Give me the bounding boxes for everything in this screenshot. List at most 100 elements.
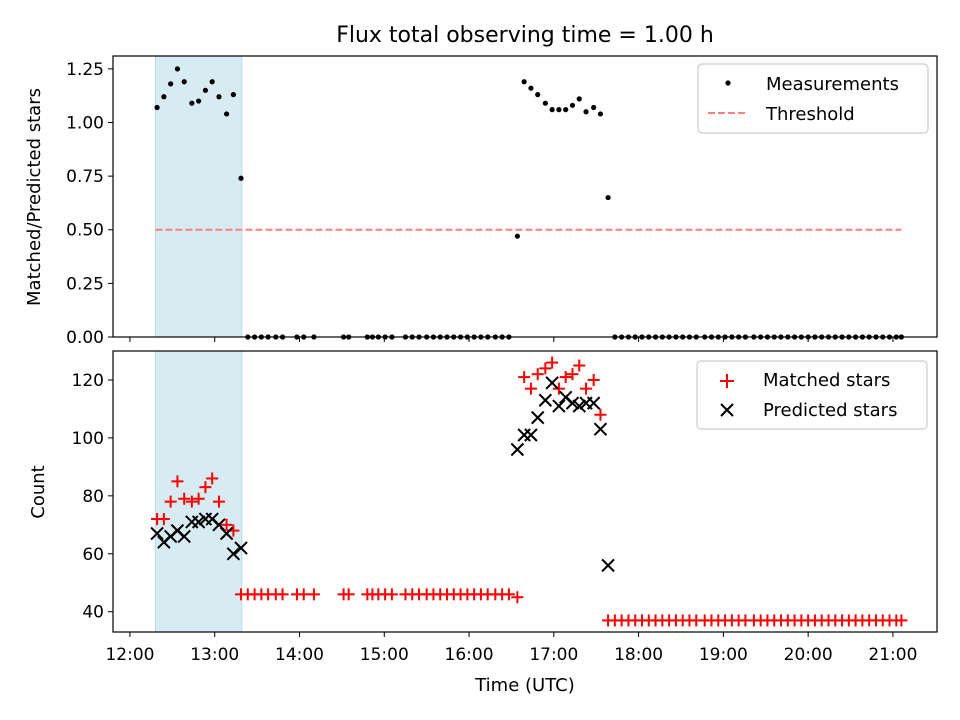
- y-tick-label: 80: [82, 487, 104, 507]
- measurement-point: [549, 107, 555, 113]
- predicted-stars-point: [191, 515, 206, 529]
- measurement-point: [168, 81, 174, 87]
- matched-stars-point: [164, 495, 177, 508]
- measurement-point: [542, 100, 548, 106]
- matched-stars-point: [157, 513, 170, 526]
- predicted-stars-point: [572, 399, 586, 413]
- measurement-point: [223, 111, 230, 117]
- x-tick-label: 20:00: [784, 645, 833, 665]
- top-y-axis-label: Matched/Predicted stars: [24, 88, 45, 306]
- x-tick-label: 18:00: [614, 645, 663, 665]
- top-legend-box: [697, 63, 929, 134]
- matched-stars-point: [587, 373, 600, 386]
- top-legend: Measurements Threshold: [697, 63, 929, 134]
- y-tick-label: 40: [82, 603, 104, 623]
- top-shaded-span: [154, 55, 243, 338]
- y-tick-label: 120: [72, 371, 104, 391]
- matched-stars-point: [212, 495, 225, 508]
- measurement-point: [563, 107, 569, 113]
- bottom-marks: [150, 356, 908, 627]
- measurement-point: [209, 79, 215, 85]
- measurement-point: [605, 194, 611, 201]
- matched-stars-point: [524, 382, 537, 395]
- measurement-point: [161, 94, 167, 100]
- matched-stars-point: [552, 382, 565, 395]
- x-tick-label: 15:00: [360, 645, 409, 665]
- measurement-point: [174, 66, 181, 72]
- top-x-ticks: [129, 337, 894, 342]
- matched-stars-point: [518, 371, 531, 384]
- measurement-point: [591, 104, 597, 111]
- legend-predicted-label: Predicted stars: [763, 400, 897, 421]
- x-tick-label: 21:00: [868, 645, 917, 665]
- matched-stars-point: [566, 368, 579, 381]
- legend-threshold-label: Threshold: [765, 104, 855, 125]
- chart-title: Flux total observing time = 1.00 h: [336, 23, 714, 48]
- predicted-stars-point: [226, 547, 241, 561]
- predicted-stars-point: [538, 393, 553, 407]
- top-y-ticks: 0.00 0.25 0.50 0.75 1.00 1.25: [66, 60, 113, 348]
- x-tick-label: 16:00: [445, 645, 494, 665]
- matched-stars-point: [297, 588, 310, 601]
- bottom-legend-box: [696, 360, 928, 430]
- predicted-stars-point: [586, 396, 601, 410]
- y-tick-label: 1.00: [66, 113, 104, 133]
- predicted-stars-point: [517, 428, 531, 442]
- bottom-x-ticks: 12:00 13:00 14:00 15:00 16:00 17:00 18:00 19:00…: [105, 632, 917, 665]
- x-tick-label: 14:00: [275, 645, 324, 665]
- legend-predicted-marker: [720, 403, 734, 417]
- predicted-stars-point: [150, 526, 164, 541]
- measurement-point: [154, 104, 160, 111]
- measurement-point: [216, 94, 222, 100]
- measurement-point: [535, 92, 541, 98]
- x-tick-label: 13:00: [190, 645, 239, 665]
- x-tick-label: 12:00: [105, 645, 154, 665]
- matched-stars-point: [531, 368, 544, 381]
- measurement-point: [576, 96, 582, 102]
- measurement-point: [238, 175, 244, 181]
- y-tick-label: 100: [72, 429, 104, 449]
- matched-stars-point: [580, 382, 593, 395]
- matched-stars-point: [511, 591, 524, 604]
- predicted-stars-point: [234, 541, 248, 555]
- legend-measurements-label: Measurements: [766, 74, 899, 95]
- matched-stars-point: [546, 356, 559, 369]
- matched-stars-point: [276, 588, 289, 601]
- measurement-point: [597, 111, 604, 117]
- bottom-panel: 40 60 80 100 120 12:00 13:00 14:00 15:00 16:00 17…: [28, 350, 938, 696]
- matched-stars-point: [342, 588, 355, 601]
- measurement-point: [202, 87, 209, 93]
- matched-stars-point: [192, 492, 205, 505]
- matched-stars-point: [185, 495, 198, 508]
- bottom-legend: Matched stars Predicted stars: [696, 360, 928, 430]
- y-tick-label: 0.50: [66, 221, 104, 241]
- matched-stars-point: [220, 518, 233, 531]
- legend-matched-marker: [720, 374, 734, 388]
- predicted-stars-point: [552, 399, 566, 413]
- predicted-stars-point: [219, 526, 234, 541]
- y-tick-label: 60: [82, 545, 104, 565]
- measurement-point: [230, 92, 236, 98]
- measurement-point: [514, 233, 520, 239]
- x-tick-label: 19:00: [699, 645, 748, 665]
- y-tick-label: 1.25: [66, 60, 104, 80]
- bottom-axes-frame: [112, 350, 938, 633]
- predicted-stars-point: [593, 422, 608, 436]
- measurement-point: [556, 107, 562, 113]
- y-tick-label: 0.75: [66, 167, 104, 187]
- measurement-point: [583, 109, 589, 115]
- measurement-point: [181, 79, 187, 85]
- matched-stars-point: [206, 472, 219, 485]
- matched-stars-point: [307, 588, 320, 601]
- predicted-stars-point: [177, 529, 191, 544]
- measurement-point: [189, 100, 195, 106]
- x-tick-label: 17:00: [529, 645, 578, 665]
- predicted-stars-point: [524, 428, 538, 442]
- matched-stars-point: [573, 359, 586, 372]
- measurement-point: [196, 98, 202, 104]
- measurement-point: [528, 85, 534, 91]
- bottom-y-ticks: 40 60 80 100 120: [72, 371, 113, 623]
- bottom-y-axis-label: Count: [28, 465, 49, 518]
- matched-stars-point: [385, 588, 398, 601]
